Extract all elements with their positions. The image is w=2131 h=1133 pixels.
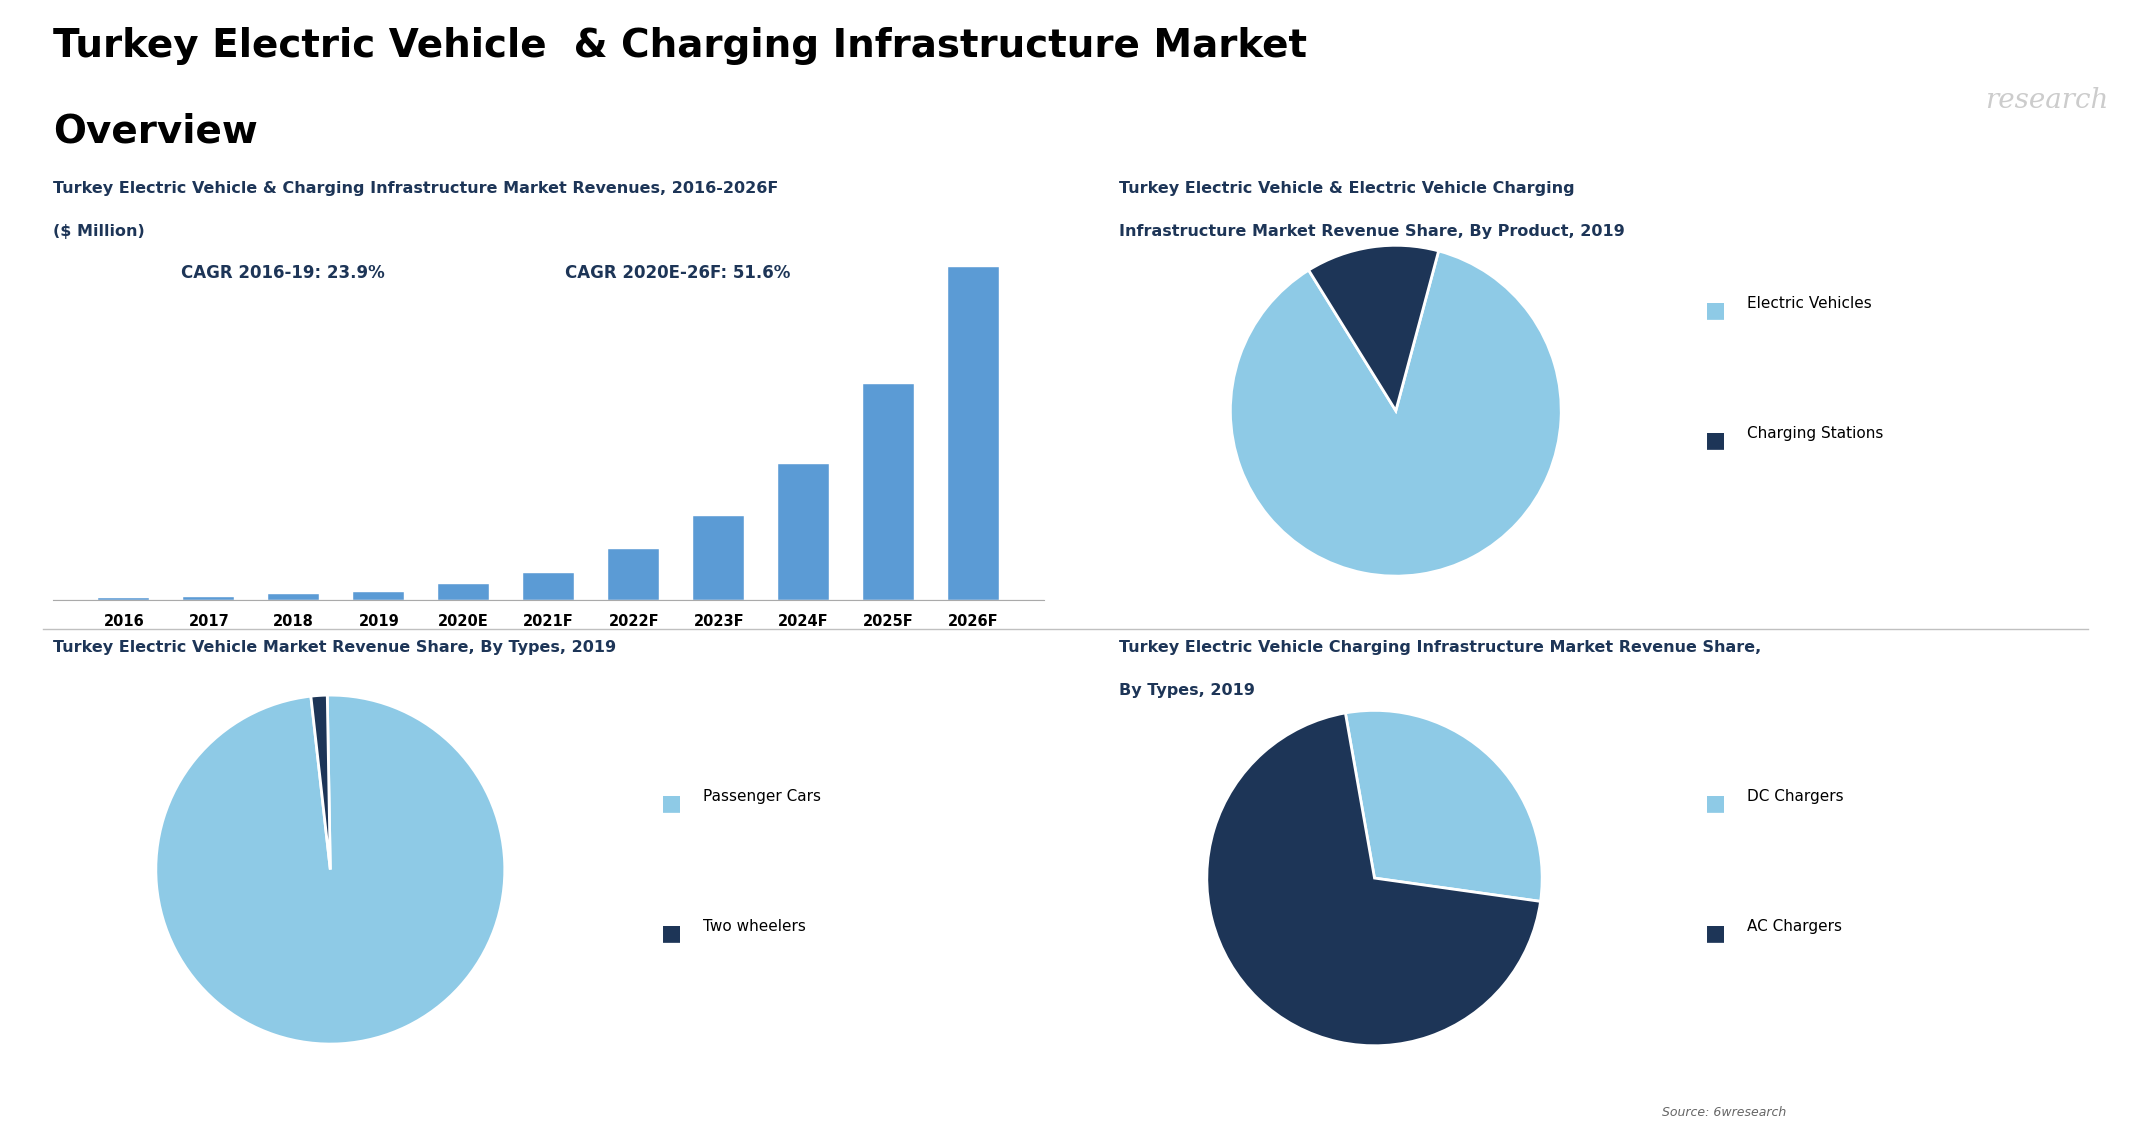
Text: Turkey Electric Vehicle  & Charging Infrastructure Market: Turkey Electric Vehicle & Charging Infra… <box>53 27 1306 65</box>
Text: Turkey Electric Vehicle & Electric Vehicle Charging: Turkey Electric Vehicle & Electric Vehic… <box>1119 181 1575 196</box>
Wedge shape <box>156 695 505 1043</box>
Text: Infrastructure Market Revenue Share, By Product, 2019: Infrastructure Market Revenue Share, By … <box>1119 224 1624 239</box>
Text: Overview: Overview <box>53 112 258 151</box>
Text: CAGR 2020E-26F: 51.6%: CAGR 2020E-26F: 51.6% <box>565 264 791 282</box>
Bar <box>354 591 405 600</box>
Bar <box>439 585 490 600</box>
Bar <box>524 573 573 600</box>
Bar <box>98 598 149 600</box>
Text: ($ Million): ($ Million) <box>53 224 145 239</box>
Text: Source: 6wresearch: Source: 6wresearch <box>1662 1107 1786 1119</box>
Text: Charging Stations: Charging Stations <box>1747 426 1884 441</box>
Text: ■: ■ <box>1705 431 1726 451</box>
Bar <box>607 548 658 600</box>
Text: AC Chargers: AC Chargers <box>1747 919 1843 934</box>
Text: ■: ■ <box>1705 300 1726 321</box>
Wedge shape <box>1206 713 1541 1046</box>
Text: Passenger Cars: Passenger Cars <box>703 789 820 803</box>
Text: Electric Vehicles: Electric Vehicles <box>1747 296 1873 310</box>
Wedge shape <box>1230 250 1562 576</box>
Text: ■: ■ <box>1705 923 1726 944</box>
Text: Turkey Electric Vehicle & Charging Infrastructure Market Revenues, 2016-2026F: Turkey Electric Vehicle & Charging Infra… <box>53 181 778 196</box>
Bar <box>948 266 999 600</box>
Bar <box>269 595 320 600</box>
Wedge shape <box>1345 710 1543 902</box>
Bar <box>693 517 744 600</box>
Bar <box>183 597 234 600</box>
Text: DC Chargers: DC Chargers <box>1747 789 1843 803</box>
Bar <box>863 384 914 600</box>
Text: By Types, 2019: By Types, 2019 <box>1119 683 1255 698</box>
Text: Turkey Electric Vehicle Charging Infrastructure Market Revenue Share,: Turkey Electric Vehicle Charging Infrast… <box>1119 640 1760 655</box>
Wedge shape <box>1308 246 1438 410</box>
Wedge shape <box>311 696 330 870</box>
Text: ■: ■ <box>661 923 682 944</box>
Text: research: research <box>1986 87 2108 114</box>
Text: 6W: 6W <box>1877 53 1982 110</box>
Text: ■: ■ <box>661 793 682 813</box>
Bar <box>778 465 829 600</box>
Text: CAGR 2016-19: 23.9%: CAGR 2016-19: 23.9% <box>181 264 386 282</box>
Text: Turkey Electric Vehicle Market Revenue Share, By Types, 2019: Turkey Electric Vehicle Market Revenue S… <box>53 640 616 655</box>
Text: ■: ■ <box>1705 793 1726 813</box>
Text: Two wheelers: Two wheelers <box>703 919 806 934</box>
